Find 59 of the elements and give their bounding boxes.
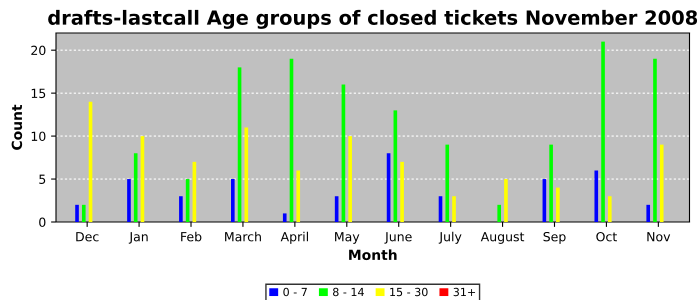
bar xyxy=(653,58,657,222)
x-tick-label: Dec xyxy=(76,232,98,242)
y-tick-label: 20 xyxy=(31,46,46,56)
bar xyxy=(334,196,338,222)
legend-label: 31+ xyxy=(454,288,476,296)
bar xyxy=(179,196,183,222)
bar xyxy=(127,179,131,222)
bar xyxy=(348,136,352,222)
bar xyxy=(82,204,86,222)
legend-label: 15 - 30 xyxy=(390,288,428,296)
chart-title: drafts-lastcall Age groups of closed tickets November 2008 xyxy=(48,10,698,29)
bar xyxy=(438,196,442,222)
bar xyxy=(504,179,508,222)
bar xyxy=(542,179,546,222)
bar xyxy=(230,179,235,222)
bar xyxy=(601,42,605,222)
y-tick-label: 5 xyxy=(39,174,46,184)
y-axis-title: Count xyxy=(12,104,22,150)
legend-label: 8 - 14 xyxy=(333,288,364,296)
x-tick-label: August xyxy=(480,232,524,244)
bar xyxy=(452,196,456,222)
x-tick-label: June xyxy=(384,232,412,244)
y-tick-label: 0 xyxy=(39,217,46,227)
x-tick-label: April xyxy=(280,232,308,244)
bar xyxy=(140,136,144,222)
bar xyxy=(400,162,404,222)
x-tick-label: Nov xyxy=(647,232,670,242)
bar xyxy=(244,128,248,222)
bar xyxy=(192,162,196,222)
x-tick-label: Jan xyxy=(128,232,148,244)
x-tick-label: Feb xyxy=(181,232,202,242)
bar xyxy=(296,170,300,222)
bar xyxy=(445,144,450,222)
bar xyxy=(556,188,560,222)
bar xyxy=(660,144,664,222)
bar xyxy=(386,153,390,222)
bar xyxy=(394,110,398,222)
y-tick-label: 10 xyxy=(32,132,46,142)
bar xyxy=(342,84,346,222)
x-axis-title: Month xyxy=(349,249,397,260)
x-tick-label: March xyxy=(225,232,261,242)
bar xyxy=(238,67,242,222)
bar xyxy=(594,170,598,222)
bar xyxy=(282,213,287,222)
x-tick-label: Oct xyxy=(596,232,617,242)
x-tick-label: Sep xyxy=(544,232,566,244)
bar xyxy=(608,196,612,222)
bar xyxy=(646,204,650,222)
bar xyxy=(549,144,553,222)
x-tick-label: July xyxy=(438,232,462,244)
bar xyxy=(497,204,502,222)
bar xyxy=(186,179,190,222)
legend-label: 0 - 7 xyxy=(283,288,307,296)
x-tick-label: May xyxy=(335,232,360,244)
bar xyxy=(75,204,79,222)
bar xyxy=(290,58,294,222)
y-tick-label: 15 xyxy=(32,88,46,98)
bar xyxy=(134,153,138,222)
bar xyxy=(88,102,92,222)
